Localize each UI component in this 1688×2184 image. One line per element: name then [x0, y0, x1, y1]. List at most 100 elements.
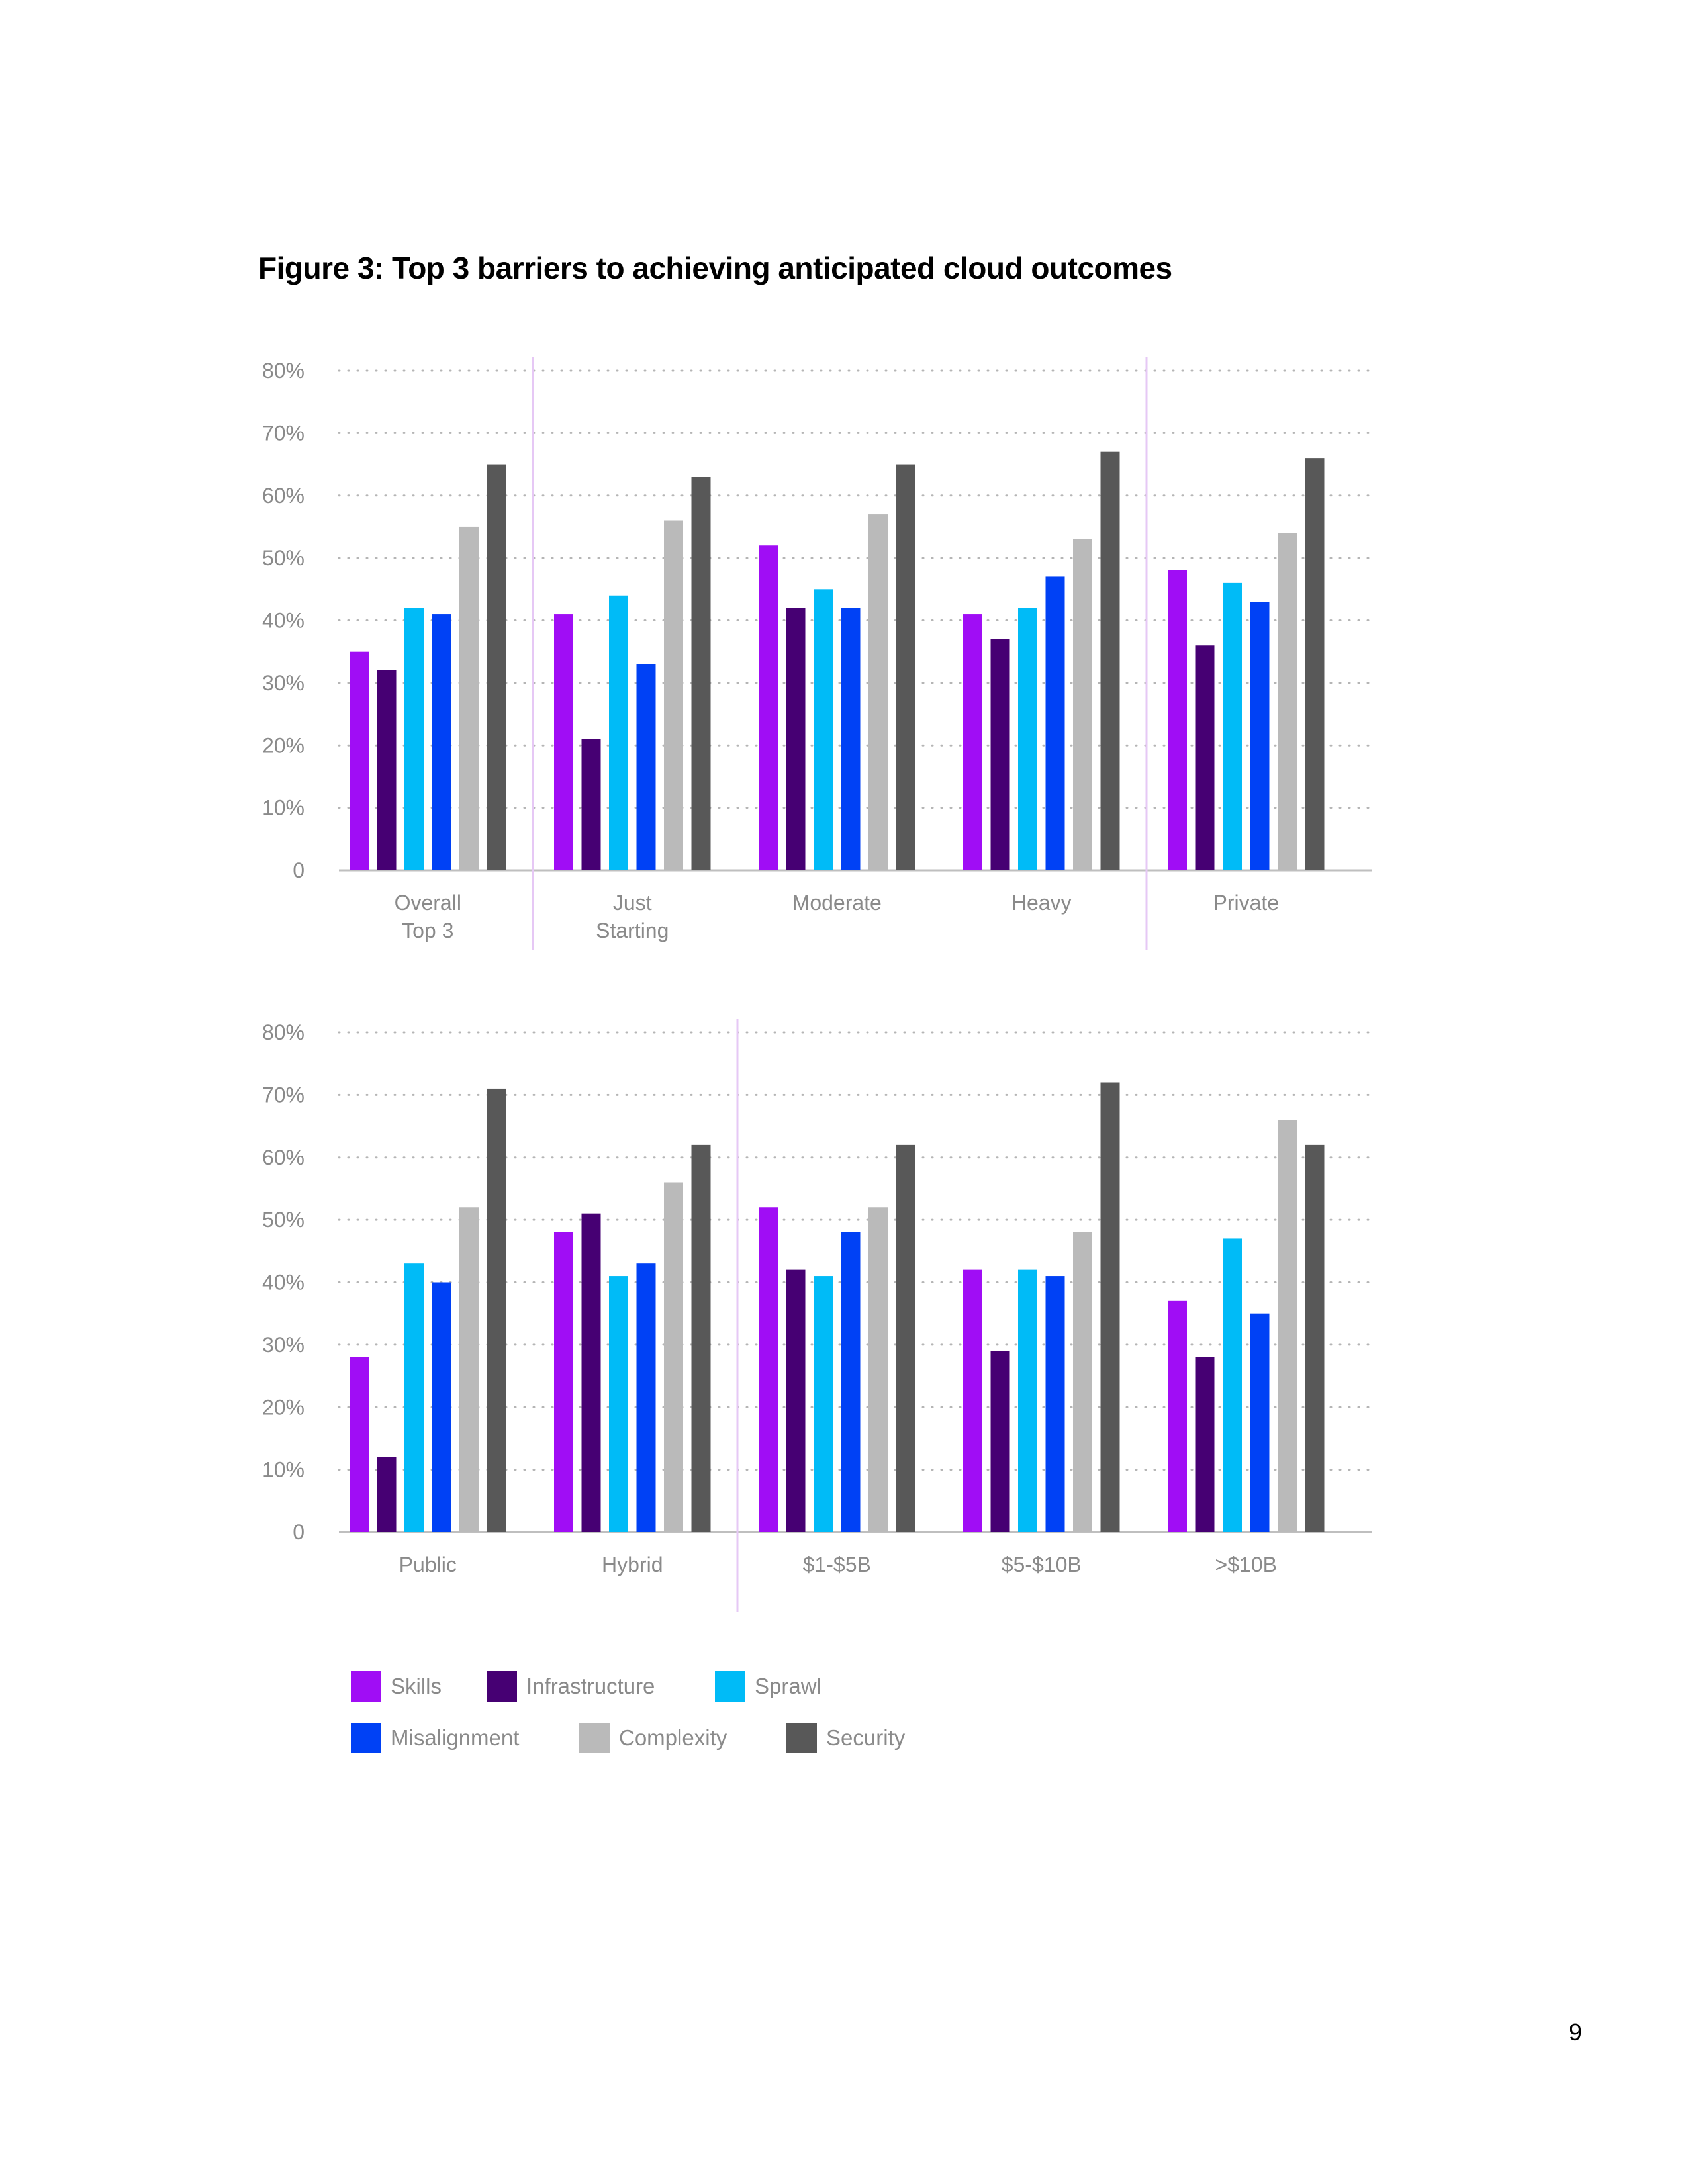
bar-complexity-just-starting — [664, 520, 683, 870]
bar-security-hybrid — [691, 1144, 711, 1532]
bar-infrastructure-just-starting — [581, 739, 601, 870]
y-tick-label: 70% — [262, 1083, 305, 1107]
bar-complexity--5-10b — [1073, 1232, 1092, 1532]
legend-label: Skills — [391, 1674, 442, 1698]
bar-complexity-overall-top-3 — [459, 526, 479, 870]
y-tick-label: 40% — [262, 1271, 305, 1295]
page-number: 9 — [1569, 2019, 1583, 2046]
bar-infrastructure-heavy — [990, 639, 1010, 870]
bar-misalignment-private — [1250, 602, 1270, 870]
bar-security-heavy — [1100, 451, 1120, 870]
x-category-label: Moderate — [792, 891, 882, 915]
legend-label: Infrastructure — [526, 1674, 655, 1698]
legend-item-skills: Skills — [351, 1671, 442, 1702]
bar-security--10b — [1305, 1144, 1325, 1532]
legend-swatch — [715, 1671, 745, 1702]
bar-infrastructure-private — [1195, 645, 1215, 870]
bar-misalignment--10b — [1250, 1313, 1270, 1532]
bar-complexity-moderate — [868, 514, 888, 870]
y-tick-label: 20% — [262, 733, 305, 757]
bar-complexity-hybrid — [664, 1182, 683, 1532]
y-tick-label: 30% — [262, 1333, 305, 1357]
bar-security-private — [1305, 458, 1325, 870]
bar-misalignment-heavy — [1045, 576, 1065, 870]
bar-skills-hybrid — [554, 1232, 573, 1532]
legend-swatch — [351, 1723, 381, 1753]
x-category-label: Public — [399, 1553, 457, 1576]
bar-infrastructure--5-10b — [990, 1351, 1010, 1532]
bar-skills-moderate — [759, 545, 778, 870]
legend-swatch — [487, 1671, 517, 1702]
bar-security-just-starting — [691, 477, 711, 870]
x-category-label: Hybrid — [602, 1553, 663, 1576]
bar-skills--1-5b — [759, 1207, 778, 1532]
legend-item-complexity: Complexity — [579, 1723, 727, 1753]
bar-skills--10b — [1168, 1300, 1187, 1532]
bar-sprawl-overall-top-3 — [404, 608, 424, 870]
bar-complexity-private — [1278, 533, 1297, 870]
bar-infrastructure-hybrid — [581, 1213, 601, 1532]
legend-label: Misalignment — [391, 1725, 520, 1750]
bar-security-overall-top-3 — [487, 464, 506, 870]
bar-sprawl--10b — [1223, 1238, 1242, 1532]
bar-security-moderate — [896, 464, 915, 870]
bar-infrastructure-public — [377, 1457, 397, 1532]
bar-misalignment-overall-top-3 — [432, 614, 451, 870]
bar-chart-bottom: 0 10% 20% 30% 40% 50% 60% 70% 80% Public Hybrid $1-… — [262, 1019, 1373, 1612]
bar-complexity-public — [459, 1207, 479, 1532]
figure-title: Figure 3: Top 3 barriers to achieving an… — [258, 251, 1172, 285]
bar-skills--5-10b — [963, 1269, 982, 1532]
x-category-label: $1-$5B — [803, 1553, 871, 1576]
y-tick-label: 60% — [262, 484, 305, 508]
bar-security-public — [487, 1088, 506, 1532]
bar-skills-public — [350, 1357, 369, 1532]
bar-skills-heavy — [963, 614, 982, 870]
y-tick-label: 20% — [262, 1395, 305, 1419]
bar-skills-overall-top-3 — [350, 651, 369, 870]
legend-label: Sprawl — [755, 1674, 821, 1698]
bar-sprawl-just-starting — [609, 595, 628, 870]
bar-security--1-5b — [896, 1144, 915, 1532]
bar-infrastructure--10b — [1195, 1357, 1215, 1532]
bar-chart-top: 0 10% 20% 30% 40% 50% 60% 70% 80% Overall Top 3 Jus… — [262, 357, 1373, 950]
x-category-label: $5-$10B — [1002, 1553, 1082, 1576]
legend-item-infrastructure: Infrastructure — [487, 1671, 655, 1702]
x-category-label: Overall — [395, 891, 461, 915]
bar-misalignment-just-starting — [636, 664, 656, 870]
y-tick-label: 10% — [262, 1458, 305, 1482]
bar-skills-just-starting — [554, 614, 573, 870]
bar-misalignment-public — [432, 1282, 451, 1532]
x-category-label: >$10B — [1215, 1553, 1277, 1576]
y-tick-label: 30% — [262, 671, 305, 695]
y-tick-label: 10% — [262, 796, 305, 820]
y-tick-label: 40% — [262, 609, 305, 633]
x-category-label: Starting — [596, 919, 669, 942]
bar-sprawl-heavy — [1018, 608, 1037, 870]
y-tick-label: 70% — [262, 421, 305, 445]
legend-item-sprawl: Sprawl — [715, 1671, 821, 1702]
legend-swatch — [579, 1723, 610, 1753]
chart-legend: Skills Infrastructure Sprawl Misalignment Co… — [351, 1671, 1145, 1803]
bar-infrastructure-overall-top-3 — [377, 670, 397, 870]
x-category-label: Private — [1213, 891, 1279, 915]
bar-sprawl--1-5b — [814, 1276, 833, 1532]
bar-sprawl--5-10b — [1018, 1269, 1037, 1532]
bar-misalignment-moderate — [841, 608, 861, 870]
bar-sprawl-public — [404, 1263, 424, 1532]
x-category-label: Heavy — [1011, 891, 1072, 915]
legend-label: Complexity — [619, 1725, 727, 1750]
bar-complexity--10b — [1278, 1120, 1297, 1532]
bar-sprawl-moderate — [814, 589, 833, 870]
legend-item-misalignment: Misalignment — [351, 1723, 519, 1753]
x-category-label: Top 3 — [402, 919, 453, 942]
bar-misalignment--1-5b — [841, 1232, 861, 1532]
bar-security--5-10b — [1100, 1082, 1120, 1532]
legend-swatch — [786, 1723, 817, 1753]
bar-misalignment--5-10b — [1045, 1276, 1065, 1532]
y-tick-label: 80% — [262, 1021, 305, 1044]
y-tick-label: 0 — [293, 858, 305, 882]
bar-misalignment-hybrid — [636, 1263, 656, 1532]
legend-item-security: Security — [786, 1723, 905, 1753]
legend-swatch — [351, 1671, 381, 1702]
bar-infrastructure-moderate — [786, 608, 806, 870]
